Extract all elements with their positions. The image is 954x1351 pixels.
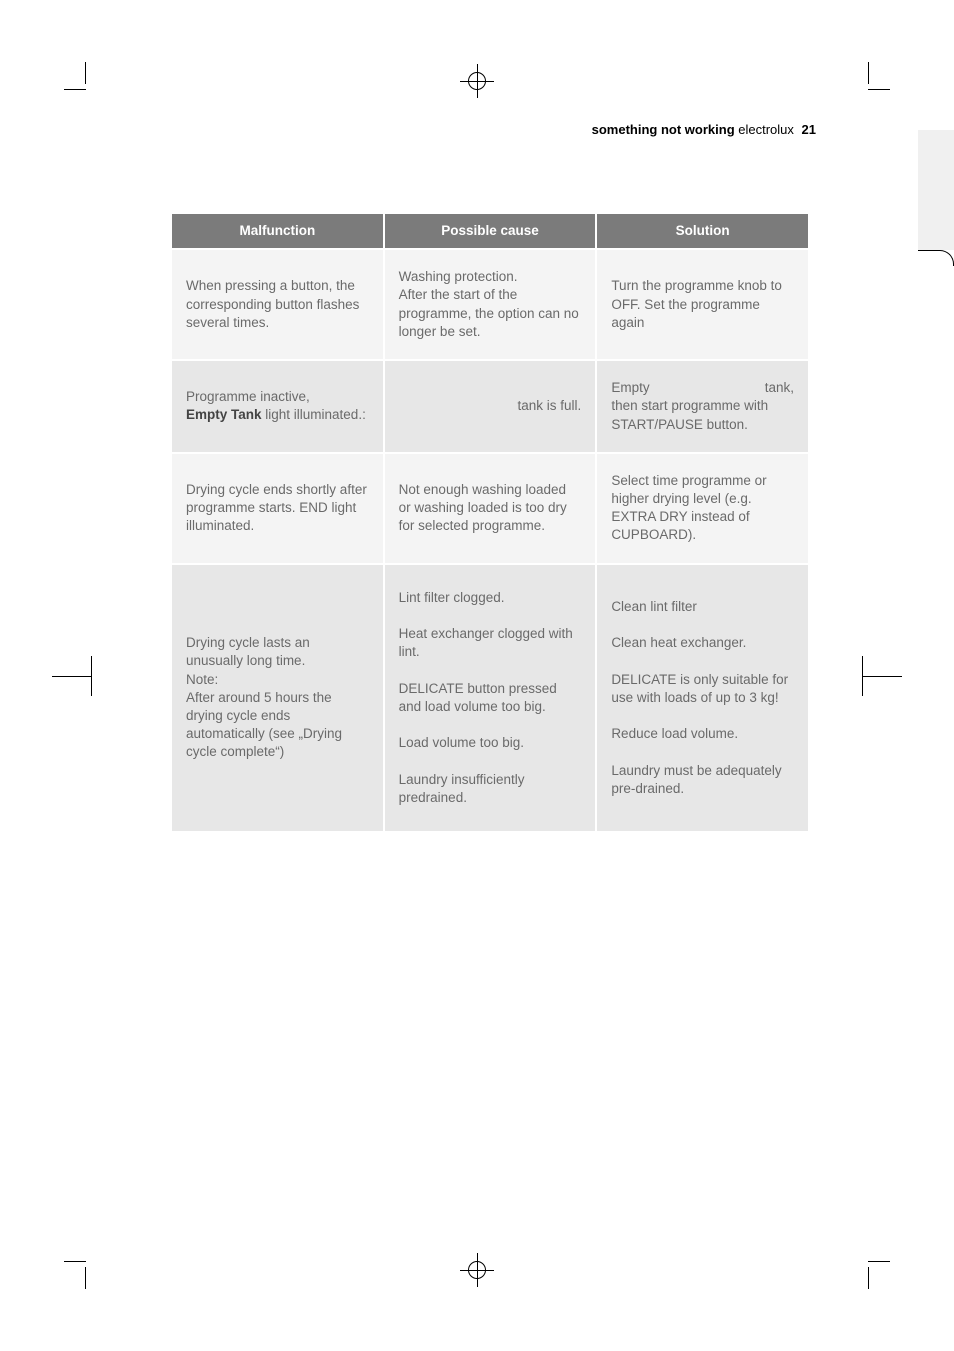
r1-sol-right: tank, [765,379,794,397]
r0-solution: Turn the programme knob to OFF. Set the … [596,249,809,360]
r2-solution: Select time programme or higher drying l… [596,453,809,564]
r0-malfunction: When pressing a button, the correspondin… [171,249,384,360]
page-header: something not working electrolux 21 [592,122,816,137]
page-thumb-curve [918,250,954,266]
fold-mark-right [862,656,902,696]
registration-mark-top [460,64,494,98]
header-section: something not working [592,122,735,137]
r1-cause: tank is full. [384,360,597,453]
r3-cause: Lint filter clogged. Heat exchanger clog… [384,564,597,833]
header-brand: electrolux [738,122,794,137]
col-header-malfunction: Malfunction [171,213,384,249]
col-header-cause: Possible cause [384,213,597,249]
r2-malfunction: Drying cycle ends shortly after programm… [171,453,384,564]
r1-sol-rest: then start programme with START/PAUSE bu… [611,398,768,431]
r3-solution: Clean lint filter Clean heat exchanger. … [596,564,809,833]
r1-malfunction: Programme inactive, Empty Tank light ill… [171,360,384,453]
col-header-solution: Solution [596,213,809,249]
r1-sol-left: Empty [611,379,649,397]
crop-mark-bl [58,1261,86,1289]
page-thumb-tab [918,130,954,250]
header-page-number: 21 [802,122,816,137]
troubleshooting-table: Malfunction Possible cause Solution When… [170,212,810,833]
crop-mark-br [868,1261,896,1289]
r1-malfunction-post: light illuminated.: [262,407,366,422]
crop-mark-tl [58,62,86,90]
crop-mark-tr [868,62,896,90]
r1-solution: Empty tank, then start programme with ST… [596,360,809,453]
r3-malfunction: Drying cycle lasts an unusually long tim… [171,564,384,833]
r1-malfunction-bold: Empty Tank [186,407,262,422]
registration-mark-bottom [460,1253,494,1287]
r1-malfunction-pre: Programme inactive, [186,389,310,404]
r0-cause: Washing protection. After the start of t… [384,249,597,360]
fold-mark-left [52,656,92,696]
r2-cause: Not enough washing loaded or washing loa… [384,453,597,564]
